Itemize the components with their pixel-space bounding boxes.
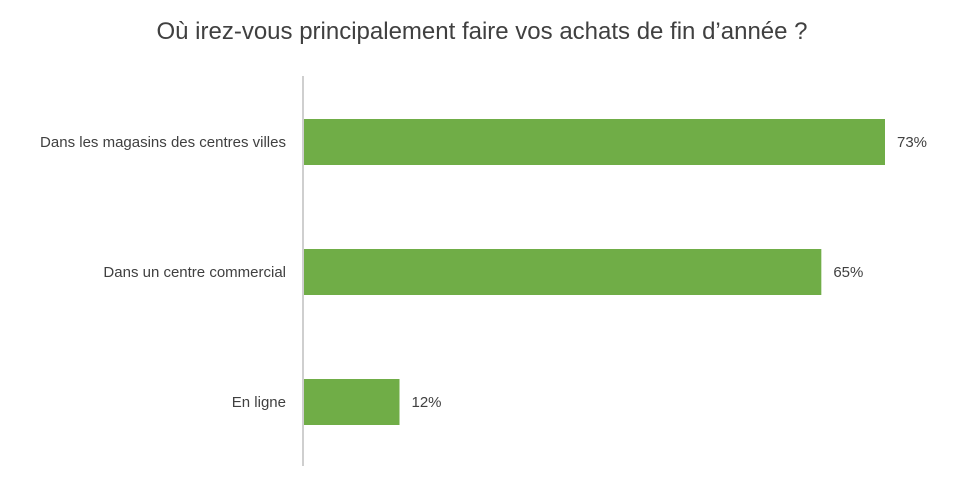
bar-2 (304, 379, 400, 425)
value-label-0: 73% (897, 134, 927, 151)
bar-0 (304, 119, 885, 165)
value-label-2: 12% (412, 394, 442, 411)
category-label-2: En ligne (232, 394, 286, 411)
value-label-1: 65% (833, 264, 863, 281)
chart-title: Où irez-vous principalement faire vos ac… (156, 18, 808, 45)
category-label-0: Dans les magasins des centres villes (40, 134, 286, 151)
bar-1 (304, 249, 822, 295)
category-label-1: Dans un centre commercial (103, 264, 286, 281)
